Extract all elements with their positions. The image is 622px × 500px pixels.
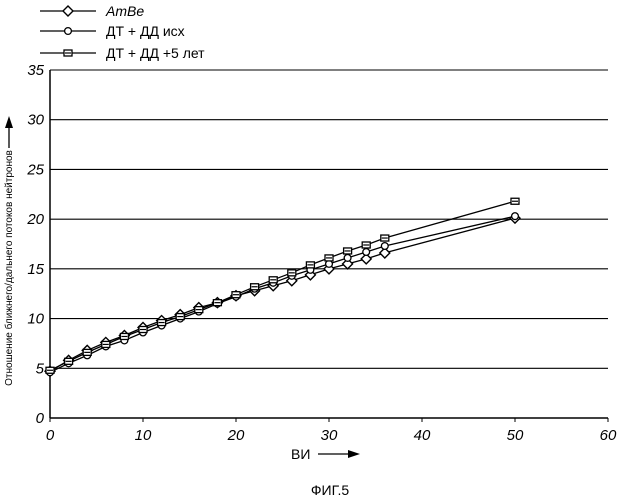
data-point (510, 197, 520, 205)
tick-labels: 0 5 10 15 20 25 30 35 0 10 20 30 40 50 60 (26, 62, 617, 444)
data-point (324, 254, 334, 262)
data-point (194, 305, 204, 314)
y-tick-label: 0 (36, 410, 45, 427)
x-axis-label: ВИ (291, 446, 310, 462)
x-tick-label: 0 (46, 427, 55, 444)
data-point (510, 212, 520, 221)
data-point (362, 247, 371, 257)
legend-item: AmBe (40, 3, 144, 19)
y-axis-label-group: Отношение ближнего/дальнего потоков нейт… (3, 116, 15, 386)
x-tick-label: 40 (414, 427, 431, 444)
series-line (49, 200, 516, 371)
y-tick-label: 30 (27, 112, 44, 129)
x-tick-label: 50 (507, 427, 524, 444)
x-axis-arrowhead (348, 450, 360, 458)
data-point (175, 312, 185, 321)
legend-label: ДТ + ДД исх (106, 23, 185, 39)
y-axis-label: Отношение ближнего/дальнего потоков нейт… (3, 150, 15, 386)
x-tick-label: 10 (135, 427, 152, 444)
x-tick-label: 20 (227, 427, 245, 444)
data-point (45, 366, 55, 374)
data-point (268, 276, 278, 284)
legend-marker (63, 49, 73, 57)
figure-caption: ФИГ.5 (311, 482, 349, 498)
axes (49, 70, 609, 422)
data-point (343, 253, 352, 262)
legend-marker (63, 26, 73, 36)
y-tick-label: 25 (26, 161, 44, 178)
data-point (323, 262, 335, 275)
series-1 (45, 212, 520, 377)
data-point (138, 325, 148, 334)
x-axis-label-group: ВИ (291, 446, 360, 462)
y-tick-label: 15 (27, 261, 44, 278)
data-point (380, 241, 389, 251)
legend-item: ДТ + ДД исх (40, 23, 185, 39)
data-point (249, 283, 260, 291)
data-point (63, 357, 74, 365)
data-point (341, 257, 354, 270)
grid-lines (50, 69, 608, 369)
data-point (101, 340, 111, 349)
y-tick-label: 5 (36, 360, 45, 377)
data-point (119, 332, 130, 341)
legend-label: AmBe (105, 3, 144, 19)
data-point (361, 241, 371, 249)
data-point (156, 318, 167, 327)
legend-label: ДТ + ДД +5 лет (106, 45, 205, 61)
series-group (44, 197, 521, 378)
data-point (231, 291, 241, 299)
y-tick-label: 10 (27, 311, 44, 328)
y-tick-label: 35 (27, 62, 44, 79)
data-point (287, 269, 297, 277)
y-tick-label: 20 (26, 211, 44, 228)
legend: AmBe ДТ + ДД исх ДТ + ДД +5 лет (40, 3, 205, 61)
data-point (380, 234, 390, 242)
x-tick-label: 30 (321, 427, 338, 444)
data-point (360, 252, 373, 265)
legend-marker (62, 5, 74, 17)
data-point (342, 247, 353, 255)
data-point (82, 348, 92, 357)
data-point (212, 299, 223, 307)
data-point (378, 246, 391, 259)
series-0 (44, 212, 521, 378)
legend-item: ДТ + ДД +5 лет (40, 45, 205, 61)
series-line (49, 217, 516, 372)
series-2 (45, 197, 520, 374)
y-axis-arrowhead (5, 116, 13, 128)
series-line (49, 215, 516, 373)
data-point (305, 261, 316, 269)
x-tick-label: 60 (600, 427, 617, 444)
